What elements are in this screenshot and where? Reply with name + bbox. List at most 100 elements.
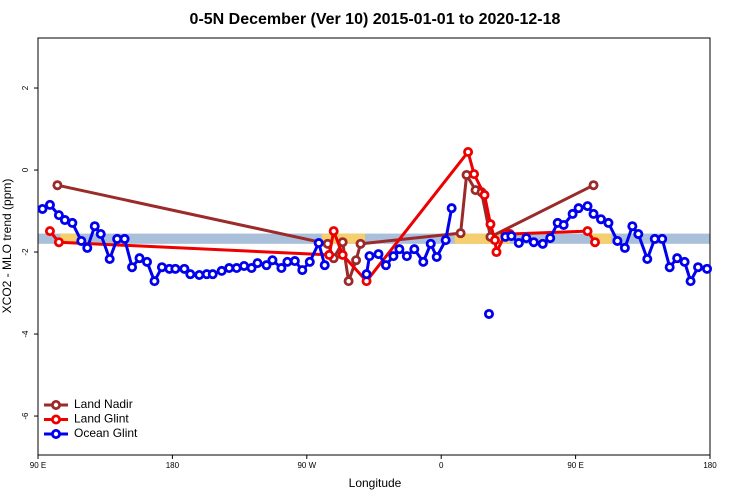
data-point <box>664 262 675 273</box>
data-point <box>373 249 384 260</box>
data-point <box>261 260 272 271</box>
data-point <box>455 228 466 239</box>
data-point <box>603 217 614 228</box>
data-point <box>425 238 436 249</box>
data-point <box>702 263 713 274</box>
y-tick-label: -2 <box>21 248 30 256</box>
data-point <box>558 219 569 230</box>
data-point <box>642 254 653 265</box>
data-point <box>485 219 496 230</box>
data-point <box>44 199 55 210</box>
data-point <box>545 233 556 244</box>
data-point <box>513 238 524 249</box>
chart-title: 0-5N December (Ver 10) 2015-01-01 to 202… <box>190 11 561 28</box>
data-point <box>506 231 517 242</box>
data-point <box>170 263 181 274</box>
data-point <box>355 238 366 249</box>
data-point <box>463 146 474 157</box>
data-point <box>142 256 153 267</box>
data-point <box>343 276 354 287</box>
data-point <box>595 214 606 225</box>
data-point <box>53 237 64 248</box>
data-point <box>446 203 457 214</box>
data-point <box>319 260 330 271</box>
data-point <box>380 260 391 271</box>
data-point <box>185 269 196 280</box>
x-tick-label: 90 W <box>297 461 316 470</box>
data-point <box>324 249 335 260</box>
data-point <box>53 210 64 221</box>
data-point <box>612 235 623 246</box>
data-point <box>409 244 420 255</box>
data-point <box>521 233 532 244</box>
data-point <box>461 169 472 180</box>
x-tick-label: 0 <box>439 461 444 470</box>
data-point <box>89 221 100 232</box>
legend-label: Land Glint <box>74 412 129 426</box>
plot-frame <box>37 37 711 456</box>
data-point <box>207 269 218 280</box>
data-point <box>134 253 145 264</box>
data-point <box>394 244 405 255</box>
data-point <box>276 263 287 274</box>
data-point <box>127 262 138 273</box>
data-point <box>657 233 668 244</box>
reference-band <box>38 233 710 244</box>
legend-label: Land Nadir <box>74 397 133 411</box>
data-point <box>582 226 593 237</box>
x-tick-label: 90 E <box>30 461 46 470</box>
data-point <box>679 256 690 267</box>
data-point <box>633 228 644 239</box>
data-point <box>67 217 78 228</box>
data-point <box>364 251 375 262</box>
data-point <box>267 255 278 266</box>
data-point <box>440 235 451 246</box>
data-point <box>528 237 539 248</box>
data-point <box>246 263 257 274</box>
x-tick-label: 180 <box>166 461 180 470</box>
data-point <box>179 263 190 274</box>
y-axis-label: XCO2 - MLO trend (ppm) <box>0 179 14 314</box>
data-point <box>194 269 205 280</box>
data-point <box>573 203 584 214</box>
data-point <box>483 308 494 319</box>
data-point <box>567 208 578 219</box>
data-point <box>479 190 490 201</box>
data-point <box>104 254 115 265</box>
data-point <box>491 247 502 258</box>
data-point <box>693 262 704 273</box>
data-point <box>619 242 630 253</box>
data-point <box>401 251 412 262</box>
y-tick-label: 0 <box>21 167 30 172</box>
data-point <box>44 226 55 237</box>
y-tick-label: -6 <box>21 412 30 420</box>
data-point <box>685 276 696 287</box>
data-point <box>588 208 599 219</box>
land-highlight <box>60 233 80 244</box>
data-point <box>252 258 263 269</box>
x-tick-label: 180 <box>703 461 717 470</box>
data-point <box>582 201 593 212</box>
data-point <box>119 233 130 244</box>
data-point <box>431 251 442 262</box>
data-point <box>328 226 339 237</box>
data-point <box>95 228 106 239</box>
data-point <box>361 269 372 280</box>
legend-label: Ocean Glint <box>74 426 138 440</box>
data-point <box>337 249 348 260</box>
legend-marker <box>51 414 62 425</box>
data-point <box>282 256 293 267</box>
x-axis-label: Longitude <box>349 476 402 490</box>
y-tick-label: -4 <box>21 330 30 338</box>
data-point <box>418 256 429 267</box>
data-point <box>469 169 480 180</box>
data-point <box>149 276 160 287</box>
land-highlight <box>592 233 612 244</box>
data-point <box>76 235 87 246</box>
data-point <box>590 237 601 248</box>
data-point <box>351 255 362 266</box>
data-point <box>37 203 48 214</box>
data-point <box>297 265 308 276</box>
x-tick-label: 90 E <box>567 461 583 470</box>
